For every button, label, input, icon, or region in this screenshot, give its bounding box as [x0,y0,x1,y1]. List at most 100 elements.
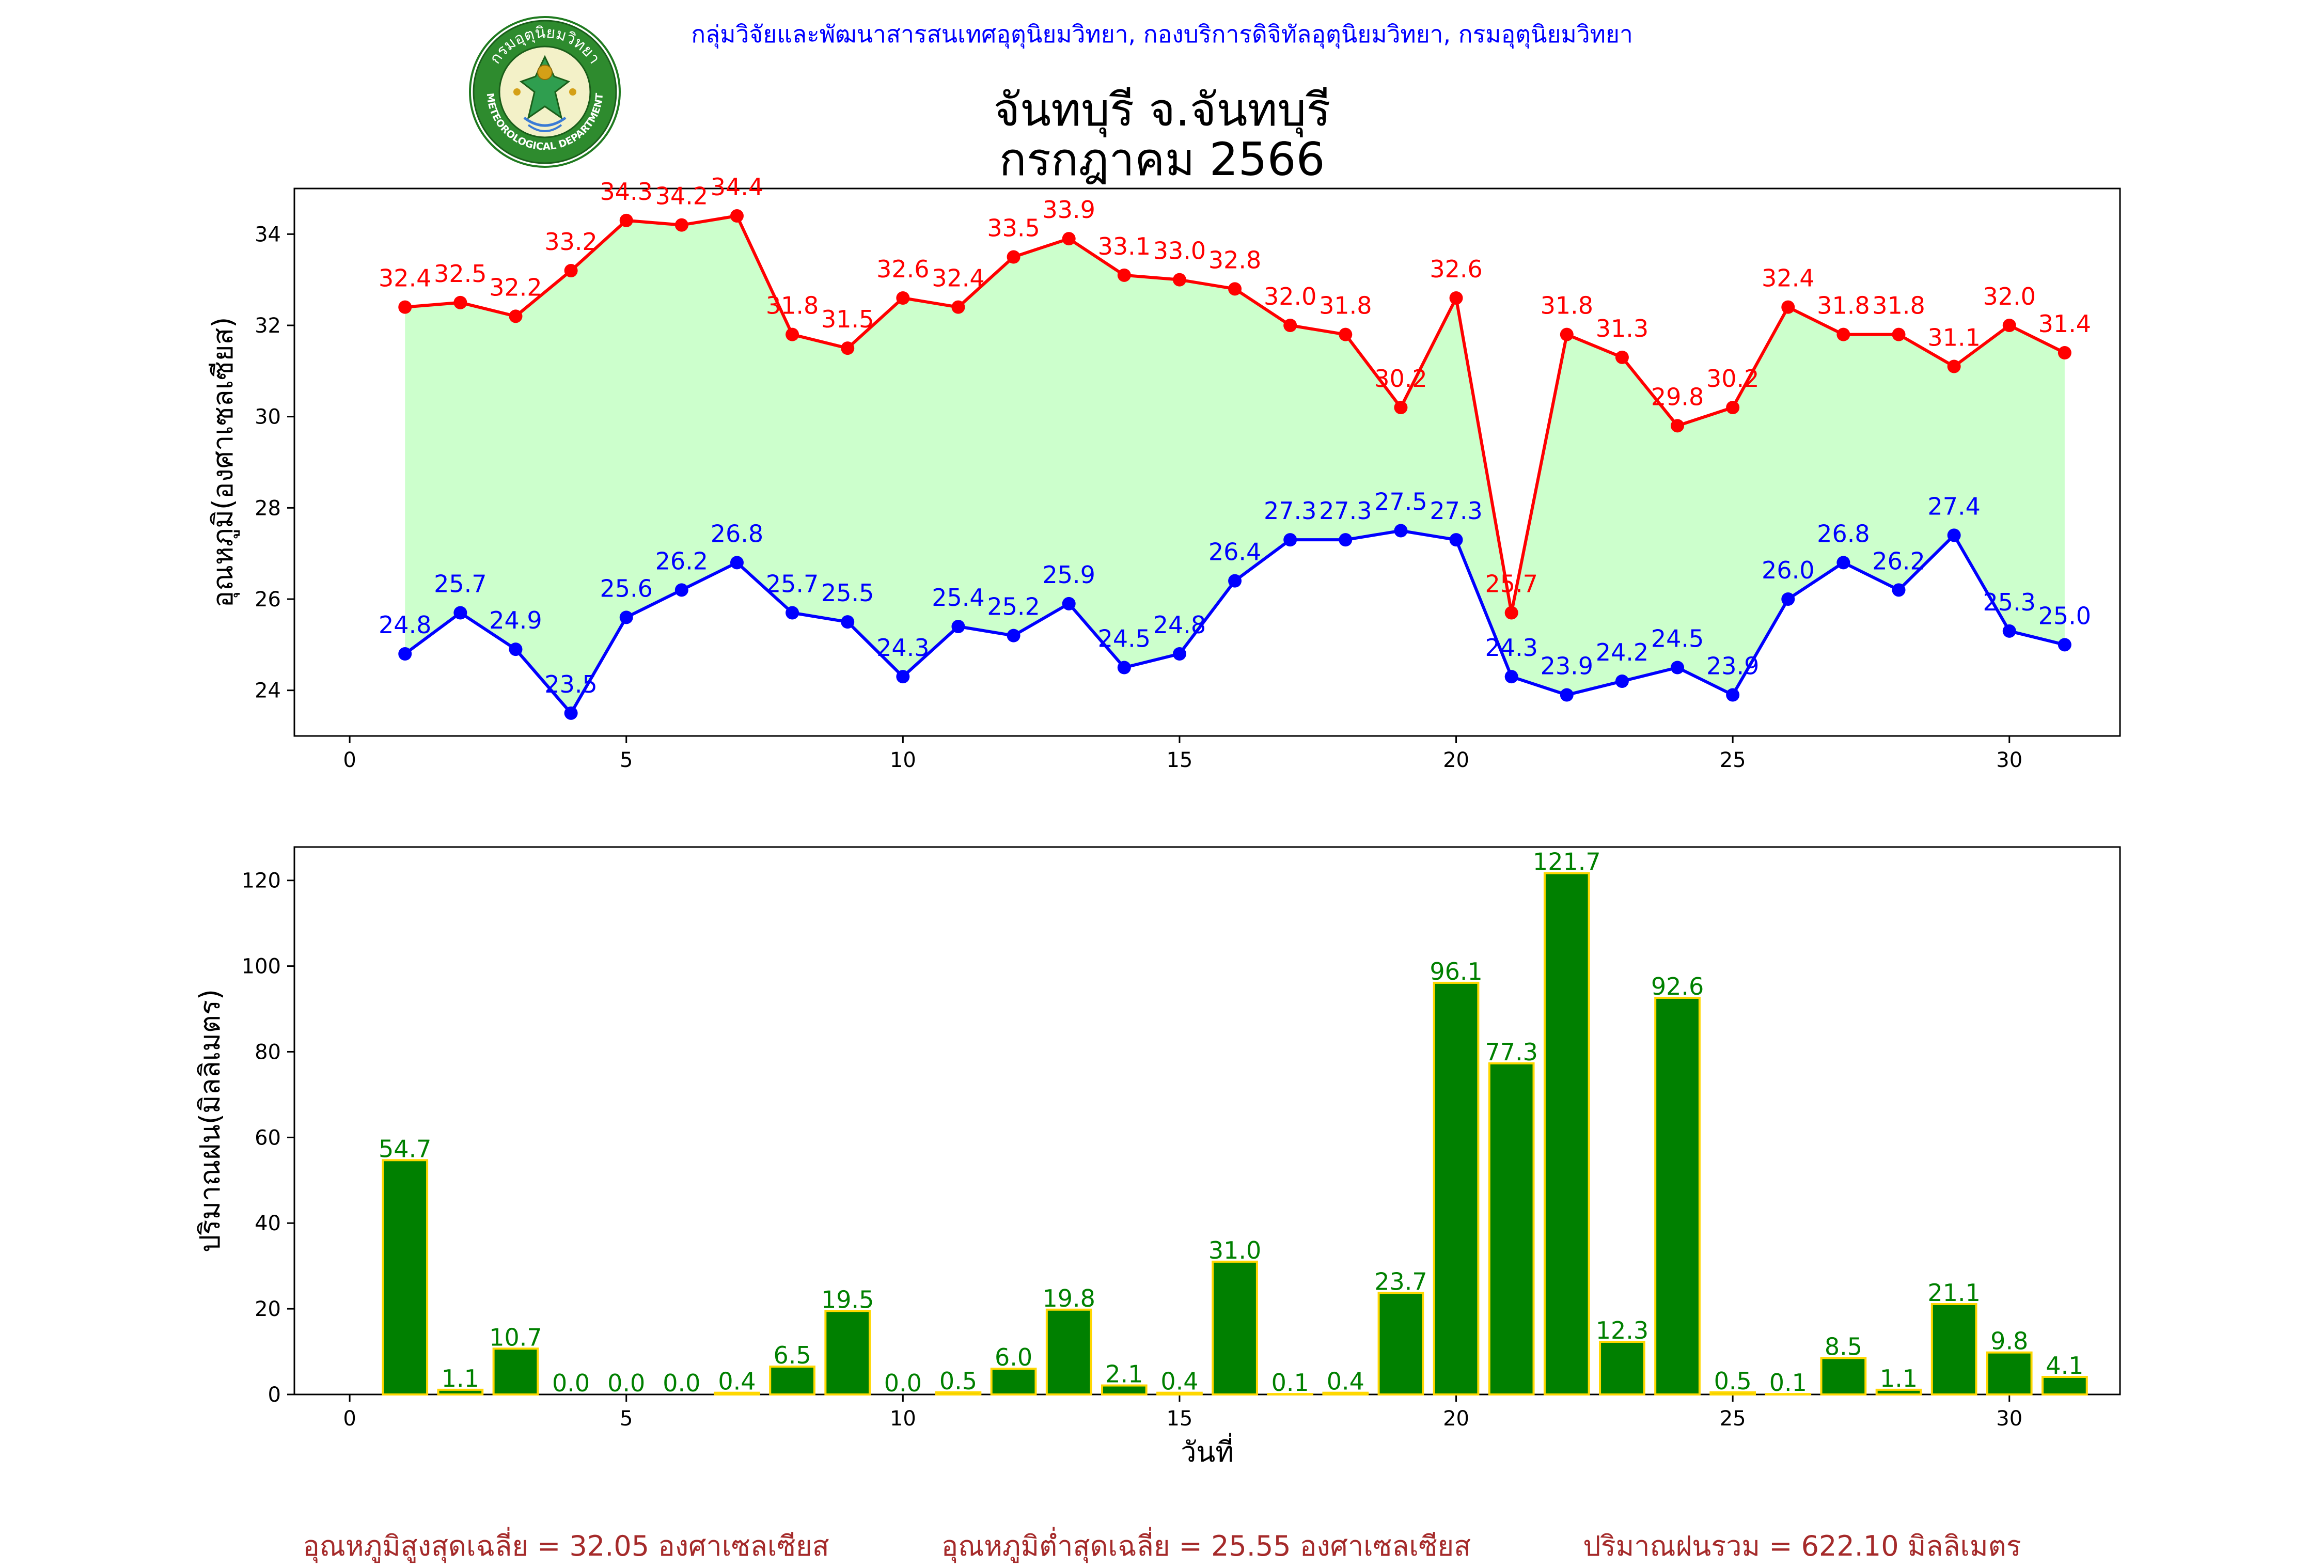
min-temperature-data-label: 25.0 [2038,602,2091,630]
rainfall-data-label: 10.7 [489,1323,542,1351]
min-temperature-point [1007,629,1020,642]
rainfall-bar [1377,1292,1424,1396]
x-tick-label: 15 [1166,748,1192,772]
max-temperature-data-label: 32.4 [1762,264,1814,292]
min-temperature-data-label: 24.9 [489,606,542,634]
min-temperature-point [730,556,744,570]
max-temperature-point [674,218,688,232]
max-temperature-data-label: 32.8 [1208,246,1261,274]
max-temperature-data-label: 33.2 [544,228,597,256]
x-tick-label: 30 [1996,748,2022,772]
min-temperature-point [1560,688,1574,702]
rainfall-data-label: 96.1 [1430,958,1482,985]
rainfall-bar [769,1366,815,1396]
max-temperature-point [1449,291,1463,305]
min-temperature-point [1892,583,1906,597]
max-temperature-point [841,341,855,355]
max-temperature-point [453,295,467,309]
chart-subtitle: กรกฎาคม 2566 [999,133,1325,186]
min-temperature-data-label: 23.9 [1541,652,1593,680]
rainfall-data-label: 77.3 [1485,1038,1537,1066]
max-temperature-data-label: 31.4 [2038,310,2091,338]
max-temperature-data-label: 32.0 [1983,283,2036,310]
min-temperature-data-label: 23.5 [544,670,597,698]
max-temperature-data-label: 33.0 [1153,237,1206,265]
y-tick-label: 24 [255,679,281,703]
rainfall-data-label: 4.1 [2046,1352,2083,1379]
min-temperature-point [2058,638,2071,652]
max-temperature-point [2058,346,2071,359]
max-temperature-point [730,209,744,223]
y-tick-label: 20 [255,1297,281,1321]
max-temperature-point [1671,419,1685,433]
rainfall-data-label: 0.4 [718,1368,756,1395]
rainfall-bar [714,1391,760,1396]
y-tick-label: 32 [255,314,281,338]
min-temperature-point [896,670,910,684]
min-temperature-data-label: 26.2 [1872,547,1925,575]
max-temperature-data-label: 32.5 [434,260,486,288]
summary-footer: อุณหภูมิสูงสุดเฉลี่ย = 32.05 องศาเซลเซีย… [0,1524,2324,1568]
max-temperature-point [1394,401,1408,414]
min-temperature-point [841,615,855,629]
max-temperature-point [1339,327,1353,341]
rainfall-data-label: 0.5 [939,1367,977,1395]
max-temperature-point [1062,232,1076,246]
rainfall-data-label: 54.7 [379,1135,431,1163]
rainfall-data-label: 1.1 [1880,1365,1918,1392]
rainfall-bar [1101,1384,1148,1396]
max-temperature-point [1560,327,1574,341]
max-temperature-data-label: 31.8 [766,292,819,320]
rainfall-data-label: 6.5 [774,1341,811,1369]
chart-title-block: จันทบุรี จ.จันทบุรี กรกฎาคม 2566 [0,85,2324,184]
min-temperature-data-label: 24.3 [1485,634,1537,662]
max-temperature-data-label: 32.0 [1264,283,1316,310]
min-temperature-point [1504,670,1518,684]
min-temperature-point [1283,533,1297,547]
max-temperature-point [509,309,523,323]
min-temperature-point [1394,524,1408,538]
y-axis-label: อุณหภูมิ(องศาเซลเซียส) [207,317,240,608]
x-tick-label: 5 [620,748,633,772]
min-temperature-point [1947,528,1961,542]
y-tick-label: 34 [255,223,281,246]
max-temperature-point [1283,319,1297,332]
max-temperature-data-label: 33.5 [987,214,1040,242]
min-temperature-point [1836,556,1850,570]
temperature-panel: 0 5 10 15 20 25 30 24 26 28 30 32 34 อุณหภูมิ(องศาเซล… [207,173,2121,772]
rainfall-bar [1322,1391,1369,1396]
min-temperature-data-label: 26.2 [655,547,708,575]
max-temperature-point [1504,606,1518,620]
min-temperature-point [786,606,799,620]
rainfall-bar [1045,1308,1092,1396]
rainfall-bar [492,1347,539,1395]
max-temperature-point [2002,319,2016,332]
rainfall-bar [1820,1357,1867,1396]
rainfall-bar [1654,996,1701,1395]
min-temperature-data-label: 24.5 [1098,625,1151,653]
rainfall-bar [2042,1375,2088,1395]
average-min-temperature: อุณหภูมิต่ำสุดเฉลี่ย = 25.55 องศาเซลเซีย… [941,1530,1471,1562]
max-temperature-point [398,300,412,314]
temperature-range-fill [405,216,2065,713]
max-temperature-point [1615,350,1629,364]
rainfall-data-label: 9.8 [1990,1327,2028,1355]
rainfall-data-label: 0.0 [552,1369,590,1397]
min-temperature-point [453,606,467,620]
max-temperature-point [564,264,578,277]
x-tick-label: 30 [1996,1407,2022,1431]
x-tick-label: 25 [1720,748,1746,772]
min-temperature-data-label: 24.2 [1596,638,1648,666]
rainfall-bar [437,1388,484,1396]
rainfall-bar [1543,872,1590,1396]
rainfall-data-label: 31.0 [1208,1236,1261,1264]
organization-line: กลุ่มวิจัยและพัฒนาสารสนเทศอุตุนิยมวิทยา,… [691,20,1633,48]
max-temperature-data-label: 31.3 [1596,315,1648,342]
y-axis-label: ปริมาณฝน(มิลลิเมตร) [194,989,226,1252]
rainfall-data-label: 1.1 [442,1365,479,1392]
max-temperature-data-label: 34.3 [600,178,653,206]
min-temperature-point [2002,624,2016,638]
min-temperature-data-label: 25.7 [766,570,819,598]
min-temperature-point [1339,533,1353,547]
x-axis-label: วันที่ [1181,1433,1234,1468]
